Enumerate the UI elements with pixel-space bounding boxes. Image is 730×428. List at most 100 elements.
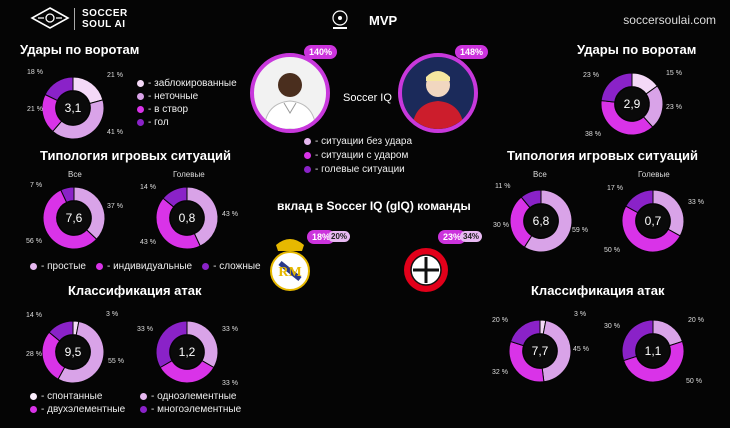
page-title: MVP: [369, 13, 398, 28]
donut-segment-сложные: [162, 186, 188, 208]
left-typ-all-label-1: 37 %: [107, 203, 123, 210]
left-att-goal-label-1: 33 %: [222, 326, 238, 333]
legend-item-no-shot: - ситуации без удара: [304, 136, 412, 147]
donut-center-value: 0,7: [644, 214, 662, 228]
legend-text: - ситуации без удара: [315, 136, 413, 147]
right-att-all-label-4: 20 %: [492, 317, 508, 324]
right-typology-goal-donut: 0,7: [621, 189, 685, 253]
legend-dot-purple: [137, 119, 144, 126]
player-silhouette-icon: [263, 73, 317, 129]
right-att-goal-label-2: 50 %: [686, 378, 702, 385]
donut-hole: [57, 201, 91, 235]
right-typ-goal-label: Голевые: [638, 170, 670, 179]
right-typ-all-label-3: 11 %: [495, 183, 511, 190]
left-shots-donut: 3,1: [41, 76, 105, 140]
legend-text: - неточные: [148, 91, 199, 102]
donut-center-value: 7,7: [531, 344, 549, 358]
donut-segment-гол: [600, 72, 633, 103]
iq-legend: - ситуации без удара - ситуации с ударом…: [304, 136, 412, 175]
bayer-leverkusen-crest-icon: [399, 245, 453, 295]
right-team-contrib-small-badge: 34%: [460, 231, 483, 242]
right-attack-goal-donut: 1,1: [621, 319, 685, 383]
legend-item-on-target: - в створ: [137, 104, 237, 115]
brand-logo[interactable]: SOCCER SOUL AI: [30, 6, 140, 32]
left-typ-all-label-2: 56 %: [26, 238, 42, 245]
donut-center-value: 1,2: [178, 345, 196, 359]
donut-segment-простые: [523, 189, 573, 253]
player-silhouette-icon: [412, 71, 464, 129]
right-typ-all-label: Все: [533, 170, 547, 179]
legend-text: - индивидуальные: [106, 261, 193, 272]
donut-segment-индивидуальные: [42, 189, 98, 250]
right-shots-title: Удары по воротам: [577, 42, 697, 57]
legend-item-complex: - сложные: [202, 261, 261, 272]
legend-dot-magenta: [95, 263, 103, 270]
donut-hole: [636, 204, 670, 238]
typology-legend: - простые - индивидуальные - сложные: [30, 261, 261, 272]
donut-svg: [600, 72, 664, 136]
right-shots-label-3: 38 %: [585, 131, 601, 138]
brand-divider: [74, 8, 75, 30]
donut-center-value: 9,5: [64, 345, 82, 359]
left-typology-goal-donut: 0,8: [155, 186, 219, 250]
legend-text: - простые: [41, 261, 86, 272]
legend-item-individual: - индивидуальные: [95, 261, 193, 272]
left-typology-all-donut: 7,6: [42, 186, 106, 250]
left-player-photo: [250, 53, 330, 133]
donut-svg: [155, 186, 219, 250]
donut-hole: [523, 334, 557, 368]
donut-hole: [170, 201, 204, 235]
left-typ-all-label-3: 7 %: [30, 182, 43, 189]
legend-text: - заблокированные: [148, 78, 237, 89]
legend-dot-purple: [304, 166, 311, 173]
donut-segment-сложные: [60, 186, 75, 203]
left-team-contrib-small-badge: 20%: [328, 231, 351, 242]
donut-svg: [41, 320, 105, 384]
left-att-all-label-2: 55 %: [108, 358, 124, 365]
legend-item-spontaneous: - спонтанные: [30, 391, 140, 402]
legend-item-one-element: - одноэлементные: [140, 391, 250, 402]
donut-svg: [155, 320, 219, 384]
legend-dot-magenta: [304, 152, 311, 159]
legend-item-with-shot: - ситуации с ударом: [304, 150, 412, 161]
left-typ-goal-label-1: 43 %: [222, 211, 238, 218]
donut-hole: [636, 334, 670, 368]
donut-segment-двухэлементные: [622, 340, 685, 383]
left-typ-goal-label-2: 43 %: [140, 239, 156, 246]
svg-text:RM: RM: [278, 265, 301, 280]
right-shots-label-4: 23 %: [583, 72, 599, 79]
donut-center-value: 7,6: [65, 211, 83, 225]
donut-segment-гол: [44, 76, 74, 102]
left-att-all-label-1: 3 %: [106, 311, 119, 318]
donut-hole: [56, 91, 90, 125]
site-url[interactable]: soccersoulai.com: [623, 13, 716, 27]
donut-segment-одноэлементные: [57, 320, 105, 384]
right-shots-donut: 2,9: [600, 72, 664, 136]
left-shots-label-4: 18 %: [27, 69, 43, 76]
legend-text: - сложные: [213, 261, 261, 272]
right-att-all-label-3: 32 %: [492, 369, 508, 376]
right-typology-title: Типология игровых ситуаций: [507, 148, 698, 163]
soccer-iq-label: Soccer IQ: [343, 92, 392, 104]
donut-segment-неточные: [51, 99, 105, 140]
legend-text: - голевые ситуации: [315, 164, 405, 175]
right-att-all-label-1: 3 %: [574, 311, 587, 318]
league-logo-icon: [330, 9, 350, 33]
right-typ-goal-label-1: 33 %: [688, 199, 704, 206]
real-madrid-crest-icon: RM: [266, 233, 314, 291]
donut-hole: [56, 335, 90, 369]
right-att-goal-label-1: 20 %: [688, 317, 704, 324]
donut-hole: [615, 87, 649, 121]
left-typ-goal-label-3: 14 %: [140, 184, 156, 191]
legend-item-multi-element: - многоэлементные: [140, 404, 250, 415]
right-att-goal-label-3: 30 %: [604, 323, 620, 330]
donut-segment-многоэлементные: [621, 319, 654, 362]
right-player-iq-badge: 148%: [455, 45, 489, 59]
right-team-contrib-badge: 23%: [438, 230, 467, 244]
legend-item-goal-situation: - голевые ситуации: [304, 164, 412, 175]
legend-text: - двухэлементные: [41, 404, 126, 415]
brand-name: SOCCER SOUL AI: [82, 8, 128, 30]
donut-svg: [621, 189, 685, 253]
donut-center-value: 1,1: [644, 344, 662, 358]
donut-center-value: 2,9: [623, 97, 641, 111]
